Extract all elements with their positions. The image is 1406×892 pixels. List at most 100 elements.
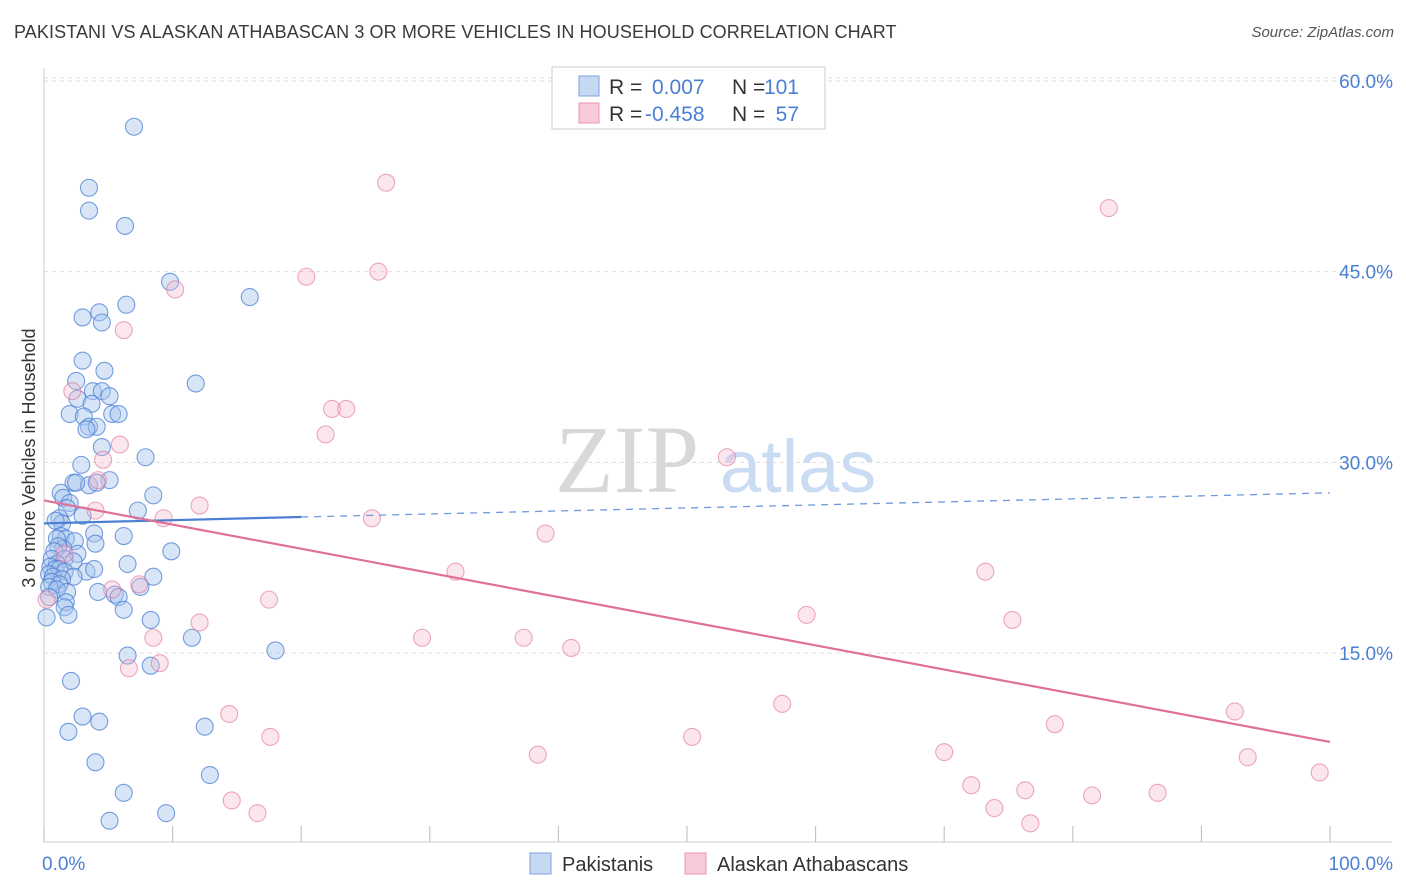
point-athabascan [1310,763,1329,782]
point-athabascan [536,524,555,543]
point-athabascan [1003,610,1022,630]
chart-source: Source: ZipAtlas.com [1251,24,1394,41]
point-athabascan [119,659,138,678]
trend-lines [43,492,1331,744]
legend-n-value-pakistanis: 101 [764,76,799,99]
series-pakistanis [37,117,285,830]
y-tick-labels: 15.0% 30.0% 45.0% 60.0% [1339,72,1393,665]
point-pakistani [67,371,86,391]
point-pakistani [77,420,96,439]
axes [43,68,1392,843]
point-pakistani [114,527,133,546]
point-athabascan [220,704,239,724]
point-pakistani [240,288,259,307]
watermark: ZIP atlas [555,406,876,513]
point-athabascan [1045,715,1064,734]
point-pakistani [79,201,99,220]
point-athabascan [323,399,342,418]
point-athabascan [103,580,122,599]
point-athabascan [248,804,267,823]
legend-n-value-athabascans: 57 [776,103,799,126]
y-tick-label: 30.0% [1339,453,1393,474]
y-tick-label: 15.0% [1339,644,1393,665]
legend-r-label-pakistanis: R = [609,76,642,99]
point-pakistani [67,473,86,492]
point-pakistani [79,178,99,197]
point-pakistani [92,313,111,332]
legend-swatch-athabascans [578,102,600,124]
point-pakistani [114,600,133,619]
x-tick-labels: 0.0% 100.0% [42,854,1393,875]
y-axis-title: 3 or more Vehicles in Household [19,328,39,587]
point-pakistani [79,417,99,436]
point-pakistani [186,374,205,393]
bottom-legend-swatch-athabascans [684,852,707,875]
point-athabascan [528,745,547,764]
point-athabascan [773,694,792,713]
point-pakistani [40,588,59,607]
point-pakistani [115,216,135,235]
legend-r-value-athabascans: -0.458 [645,103,705,126]
x-tick-label: 0.0% [42,854,85,875]
point-athabascan [1225,702,1244,721]
point-athabascan [1021,814,1040,833]
point-pakistani [51,483,70,502]
point-pakistani [60,404,79,424]
point-pakistani [85,560,104,579]
point-athabascan [190,613,209,632]
point-pakistani [100,387,119,406]
point-athabascan [369,262,388,281]
point-pakistani [37,608,56,627]
point-athabascan [1148,783,1167,802]
watermark-zip: ZIP [555,406,699,513]
point-pakistani [64,567,83,586]
point-athabascan [37,590,56,609]
point-pakistani [90,712,109,731]
point-pakistani [73,308,92,327]
legend-swatch-pakistanis [578,75,600,97]
x-tick-label: 100.0% [1329,854,1394,875]
point-athabascan [55,544,74,563]
point-pakistani [100,811,119,830]
point-athabascan [362,509,381,528]
point-pakistani [73,707,92,726]
point-pakistani [266,641,285,660]
point-athabascan [94,450,113,469]
point-pakistani [182,628,201,647]
point-athabascan [935,743,954,762]
point-pakistani [157,804,176,823]
point-athabascan [166,280,185,299]
point-pakistani [59,605,78,624]
y-tick-label: 45.0% [1339,263,1393,284]
point-pakistani [195,717,214,736]
point-athabascan [337,399,356,418]
point-athabascan [985,799,1004,818]
point-athabascan [222,791,241,810]
point-athabascan [190,496,209,515]
point-athabascan [377,173,396,192]
point-pakistani [114,783,133,802]
point-athabascan [514,628,533,647]
point-pakistani [136,448,155,467]
point-pakistani [124,117,144,136]
y-tick-label: 60.0% [1339,72,1393,93]
point-athabascan [297,267,316,286]
point-pakistani [87,417,106,436]
point-athabascan [976,562,995,581]
trend-line-pakistanis [43,515,302,525]
point-pakistani [95,361,114,380]
point-athabascan [562,638,581,657]
bottom-legend-label-pakistanis: Pakistanis [562,854,653,876]
chart-title: PAKISTANI VS ALASKAN ATHABASCAN 3 OR MOR… [14,22,897,42]
point-athabascan [1099,199,1118,218]
point-athabascan [144,628,163,647]
point-pakistani [144,486,163,505]
point-pakistani [200,765,219,785]
point-athabascan [1016,781,1035,800]
point-pakistani [109,404,128,424]
point-athabascan [110,435,129,454]
point-pakistani [46,511,65,530]
point-pakistani [86,753,105,772]
point-athabascan [63,382,82,401]
